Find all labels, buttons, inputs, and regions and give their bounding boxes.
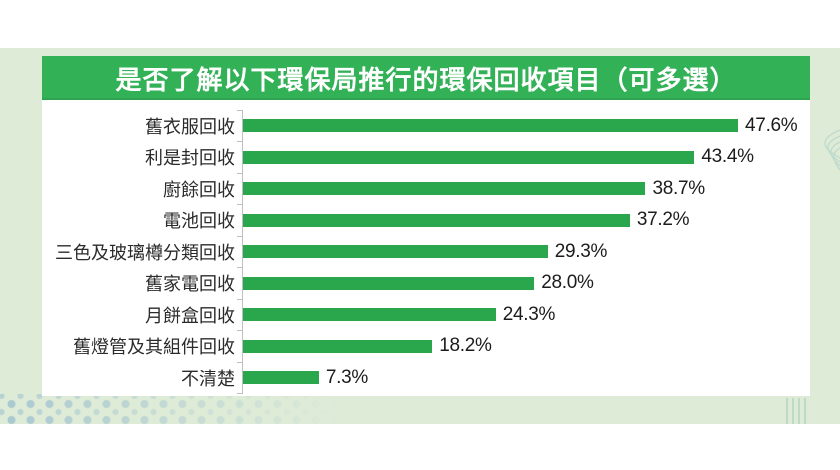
bar-track: 38.7% <box>243 178 763 200</box>
chart-row: 舊衣服回收 47.6% <box>42 109 810 142</box>
bar <box>243 308 496 322</box>
bar <box>243 213 630 227</box>
value-label: 38.7% <box>652 177 705 199</box>
plot-area: 47.6% <box>237 109 810 142</box>
plot-area: 29.3% <box>237 236 810 268</box>
plot-area: 24.3% <box>237 299 810 331</box>
chart-row: 月餅盒回收 24.3% <box>42 299 810 331</box>
halftone-dots-pattern <box>0 394 430 424</box>
category-label: 廚餘回收 <box>163 179 235 200</box>
chart-row: 舊燈管及其組件回收 18.2% <box>42 330 810 362</box>
bar-track: 43.4% <box>243 146 763 168</box>
category-label: 舊衣服回收 <box>145 116 235 137</box>
value-label: 7.3% <box>325 366 369 388</box>
chart-row: 不清楚 7.3% <box>42 362 810 394</box>
bar-track: 29.3% <box>243 241 763 263</box>
chart-row: 三色及玻璃樽分類回收 29.3% <box>42 236 810 268</box>
bar-track: 18.2% <box>243 335 763 357</box>
bar <box>243 182 646 196</box>
value-label: 43.4% <box>701 146 754 168</box>
category-label: 利是封回收 <box>145 148 235 169</box>
chart-row: 舊家電回收 28.0% <box>42 267 810 299</box>
bar <box>243 150 695 164</box>
value-label: 47.6% <box>745 114 798 136</box>
stripe-pattern <box>786 398 810 424</box>
value-label: 18.2% <box>439 335 492 357</box>
chart-title-banner: 是否了解以下環保局推行的環保回收項目（可多選） <box>42 56 810 100</box>
category-label: 不清楚 <box>181 368 235 389</box>
category-label: 三色及玻璃樽分類回收 <box>55 242 235 263</box>
plot-area: 37.2% <box>237 204 810 236</box>
chart-row: 廚餘回收 38.7% <box>42 173 810 205</box>
category-label: 月餅盒回收 <box>145 305 235 326</box>
bar <box>243 245 548 259</box>
bar-track: 47.6% <box>243 115 798 137</box>
value-label: 24.3% <box>502 303 556 325</box>
chart-title: 是否了解以下環保局推行的環保回收項目（可多選） <box>115 64 737 95</box>
bar <box>243 339 433 353</box>
plot-area: 38.7% <box>237 173 810 205</box>
chart-row: 利是封回收 43.4% <box>42 141 810 173</box>
bar-track: 24.3% <box>243 304 763 326</box>
bar-track: 7.3% <box>243 367 763 389</box>
category-label: 舊燈管及其組件回收 <box>73 337 235 358</box>
value-label: 37.2% <box>636 209 690 231</box>
plot-area: 28.0% <box>237 267 810 299</box>
plot-area: 43.4% <box>237 141 810 173</box>
bar <box>243 276 535 290</box>
chart-row: 電池回收 37.2% <box>42 204 810 236</box>
value-label: 29.3% <box>554 240 608 262</box>
bar-track: 28.0% <box>243 272 763 294</box>
wave-lines-pattern <box>824 129 840 171</box>
bar <box>243 119 739 133</box>
plot-area: 18.2% <box>237 330 810 362</box>
plot-area: 7.3% <box>237 362 810 394</box>
chart-panel: 是否了解以下環保局推行的環保回收項目（可多選） 舊衣服回收 47.6% 利是封回… <box>42 56 810 396</box>
value-label: 28.0% <box>541 272 594 294</box>
bar-chart: 舊衣服回收 47.6% 利是封回收 43.4% 廚餘回收 38.7% 電池回收 <box>42 100 810 396</box>
bar-track: 37.2% <box>243 209 763 231</box>
bar <box>243 371 319 385</box>
category-label: 電池回收 <box>163 211 235 232</box>
category-label: 舊家電回收 <box>145 274 235 295</box>
